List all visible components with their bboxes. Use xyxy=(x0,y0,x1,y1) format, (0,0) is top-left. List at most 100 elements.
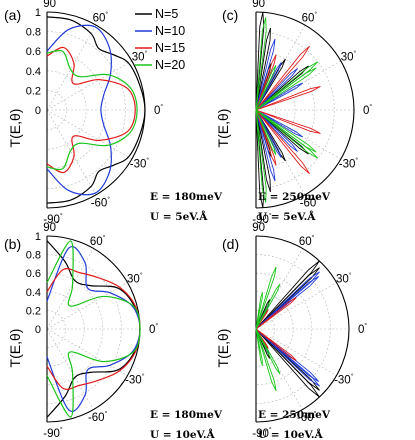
outer-arc xyxy=(255,11,355,209)
grid-ring xyxy=(255,31,335,189)
angle-label: -60° xyxy=(300,196,320,210)
param-text: U = 5eV.Å xyxy=(258,209,316,223)
grid-ring xyxy=(255,254,331,404)
spike-N=20 xyxy=(255,17,267,111)
spike-N=5 xyxy=(255,109,271,193)
r-tick-label: 0 xyxy=(35,105,41,117)
r-tick-label: 1 xyxy=(35,7,41,19)
r-tick-label: 1 xyxy=(35,231,41,243)
grid-spoke xyxy=(255,328,303,410)
angle-label: 0° xyxy=(154,103,163,117)
r-tick-label: 0.2 xyxy=(26,305,41,317)
angle-label: 90° xyxy=(252,220,268,234)
spike-N=15 xyxy=(255,109,321,134)
grid-spoke xyxy=(46,24,97,111)
spike-N=10 xyxy=(255,271,320,330)
angle-label: -30° xyxy=(339,156,359,170)
angle-label: 90° xyxy=(43,220,59,234)
spike-N=5 xyxy=(255,267,320,330)
grid-ring xyxy=(255,272,313,386)
grid-ring xyxy=(46,31,126,189)
spike-N=10 xyxy=(255,109,303,138)
r-tick-label: 0.8 xyxy=(26,27,41,39)
angle-label: 30° xyxy=(127,271,143,285)
param-text: U = 10eV.Å xyxy=(258,427,324,440)
grid-ring xyxy=(255,291,294,367)
grid-ring xyxy=(46,310,66,348)
spike-N=15 xyxy=(255,54,277,111)
r-tick-label: 0.4 xyxy=(26,66,41,78)
series-line-N=20 xyxy=(46,240,141,418)
r-tick-label: 0.6 xyxy=(26,268,41,280)
spike-N=20 xyxy=(255,283,281,330)
legend-label-N=5: N=5 xyxy=(155,7,178,21)
panel-label: (b) xyxy=(4,236,21,252)
grid-ring xyxy=(255,50,316,170)
angle-label: 60° xyxy=(299,234,315,248)
angle-label: 60° xyxy=(93,10,109,24)
panel-b: 0 0.2 0.4 0.6 0.8 190° 60° 30° 0° -30° -60° -90° (b)… xyxy=(4,220,223,440)
grid-spoke xyxy=(255,282,337,330)
spike-N=5 xyxy=(255,58,286,111)
grid-ring xyxy=(46,254,122,404)
r-tick-label: 0 xyxy=(35,324,41,336)
param-text: E = 180meV xyxy=(150,409,223,421)
angle-label: -60° xyxy=(91,196,111,210)
angle-label: 60° xyxy=(302,10,318,24)
r-tick-label: 0.8 xyxy=(26,250,41,262)
spike-N=20 xyxy=(255,292,263,330)
grid-spoke xyxy=(46,328,128,376)
panel-c: 90° 60° 30° 0° -30° -60° -90° (c) T(E,θ) E = 250m… xyxy=(215,0,372,226)
angle-label: -90° xyxy=(252,212,272,226)
grid-ring xyxy=(46,50,107,170)
angle-label: 30° xyxy=(336,271,352,285)
spike-N=10 xyxy=(255,109,282,158)
grid-spoke xyxy=(46,282,128,330)
param-text: U = 5eV.Å xyxy=(150,209,208,223)
angle-label: 0° xyxy=(363,103,372,117)
angle-label: -30° xyxy=(334,373,354,387)
spike-N=10 xyxy=(255,62,282,111)
spike-N=20 xyxy=(255,266,277,330)
angle-label: -90° xyxy=(43,426,63,440)
spike-N=15 xyxy=(255,45,310,111)
spike-N=5 xyxy=(255,27,271,111)
angle-label: -90° xyxy=(43,212,63,226)
legend-label-N=15: N=15 xyxy=(155,41,185,55)
param-text: E = 250meV xyxy=(258,409,331,421)
panel-label: (a) xyxy=(4,7,21,23)
grid-ring xyxy=(255,310,275,348)
spike-N=15 xyxy=(255,297,297,330)
spike-N=10 xyxy=(255,109,276,182)
spike-N=5 xyxy=(255,109,286,162)
grid-ring xyxy=(46,272,104,386)
angle-label: 0° xyxy=(358,322,367,336)
spike-N=5 xyxy=(255,328,320,398)
panel-a: 0 0.2 0.4 0.6 0.8 190° 60° 30° 0° -30° -60° -90° (a)… xyxy=(4,0,223,226)
y-axis-label: T(E,θ) xyxy=(7,329,23,368)
grid-ring xyxy=(46,70,87,150)
spike-N=20 xyxy=(255,109,277,156)
spike-N=20 xyxy=(255,328,281,375)
series-line-N=15 xyxy=(46,46,136,174)
grid-spoke xyxy=(46,248,94,330)
grid-spoke xyxy=(255,248,303,330)
angle-label: 0° xyxy=(149,322,158,336)
spike-N=10 xyxy=(255,38,276,111)
angle-label: 60° xyxy=(90,234,106,248)
spike-N=20 xyxy=(255,67,317,111)
spike-N=5 xyxy=(255,109,309,155)
spike-N=20 xyxy=(255,64,277,111)
spike-N=10 xyxy=(255,82,303,111)
param-text: E = 180meV xyxy=(150,191,223,203)
spike-N=10 xyxy=(255,328,320,387)
legend: N=5 N=10 N=15 N=20 xyxy=(135,7,185,72)
grid-ring xyxy=(46,291,85,367)
legend-label-N=20: N=20 xyxy=(155,58,185,72)
spike-N=10 xyxy=(255,68,298,111)
angle-label: -30° xyxy=(130,156,150,170)
grid-spoke xyxy=(46,109,97,196)
legend-label-N=10: N=10 xyxy=(155,24,185,38)
spike-N=10 xyxy=(255,109,298,152)
r-tick-label: 0.2 xyxy=(26,85,41,97)
